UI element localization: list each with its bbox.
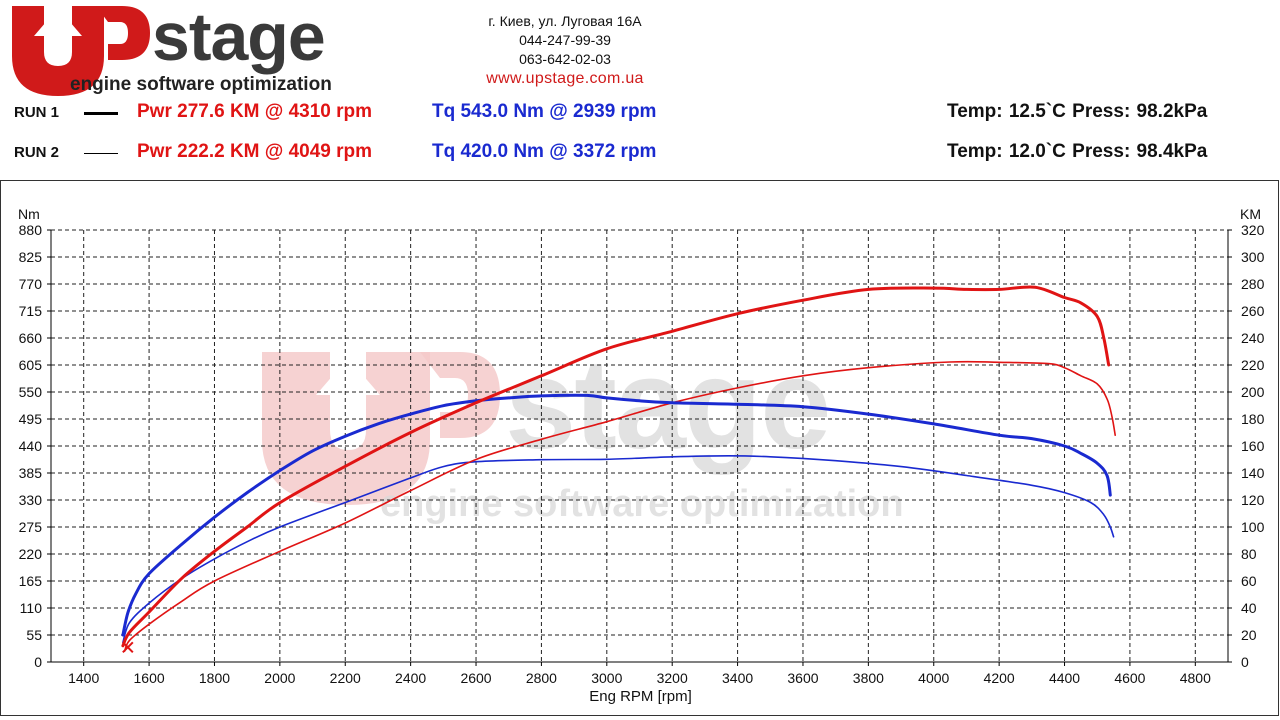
dyno-chart-frame [0,180,1279,716]
phone-2-text: 063-642-02-03 [519,51,611,67]
y-right-tick-label: 80 [1241,546,1257,562]
x-tick-label: 2400 [395,670,426,686]
y-right-tick-label: 220 [1241,357,1265,373]
run-1-label: RUN 1 [14,104,60,121]
watermark-arrow-icon [316,358,380,430]
run-2-power-summary: Pwr 222.2 KM @ 4049 rpm [137,141,373,162]
y-right-tick-label: 260 [1241,303,1265,319]
run-1-torque-curve [121,393,1112,637]
run-2-torque-curve [122,455,1115,644]
address-text: г. Киев, ул. Луговая 16А [488,13,642,29]
y-left-tick-label: 495 [19,411,43,427]
watermark-p-mark [420,352,500,438]
y-left-tick-label: 660 [19,330,43,346]
run-1-conditions: Temp: 12.5`C Press: 98.2kPa [947,101,1208,122]
y-right-tick-label: 0 [1241,654,1249,670]
x-tick-label: 3800 [853,670,884,686]
run-2-label: RUN 2 [14,144,60,161]
y-right-tick-label: 20 [1241,627,1257,643]
y-right-tick-label: 160 [1241,438,1265,454]
y-left-tick-label: 385 [19,465,43,481]
y-right-tick-label: 100 [1241,519,1265,535]
x-tick-label: 4600 [1114,670,1145,686]
logo-arrow-icon [34,8,82,60]
x-tick-label: 1800 [199,670,230,686]
x-tick-label: 3000 [591,670,622,686]
y-left-tick-label: 330 [19,492,43,508]
y-left-tick-label: 0 [34,654,42,670]
phone-1-text: 044-247-99-39 [519,32,611,48]
y-left-tick-label: 220 [19,546,43,562]
y-right-tick-label: 320 [1241,222,1265,238]
y-left-tick-label: 110 [20,600,43,616]
watermark-tagline: engine software optimization [380,483,904,525]
watermark-u-mark [262,352,430,505]
contact-block: г. Киев, ул. Луговая 16А 044-247-99-39 0… [440,12,690,88]
x-tick-label: 4400 [1049,670,1080,686]
y-left-axis-title: Nm [18,206,40,222]
run-2-power-curve [123,360,1116,652]
y-left-tick-label: 440 [19,438,43,454]
chart-axes [47,229,1232,666]
y-left-tick-label: 55 [26,627,42,643]
y-right-tick-label: 240 [1241,330,1265,346]
chart-series [121,285,1116,653]
run-1-row: RUN 1 Pwr 277.6 KM @ 4310 rpm Tq 543.0 N… [0,101,1280,127]
y-left-tick-label: 770 [19,276,43,292]
logo-p-mark [96,6,150,60]
chart-grid [51,229,1228,662]
run-2-torque-summary: Tq 420.0 Nm @ 3372 rpm [432,141,657,162]
x-tick-label: 4200 [984,670,1015,686]
y-left-tick-label: 605 [19,357,43,373]
y-right-tick-label: 200 [1241,384,1265,400]
x-tick-label: 2000 [264,670,295,686]
run-2-line-sample [84,153,118,154]
website-link[interactable]: www.upstage.com.ua [486,70,644,87]
x-tick-label: 3400 [722,670,753,686]
logo-u-mark [12,6,104,96]
x-tick-label: 1400 [68,670,99,686]
start-marker-icon [122,641,134,653]
x-tick-label: 2200 [330,670,361,686]
y-right-tick-label: 180 [1241,411,1265,427]
upstage-logo: stage engine software optimization [12,0,332,96]
y-left-tick-label: 550 [19,384,43,400]
run-2-conditions: Temp: 12.0`C Press: 98.4kPa [947,141,1208,162]
x-tick-label: 4800 [1180,670,1211,686]
x-tick-label: 3200 [657,670,688,686]
y-left-tick-label: 715 [19,303,43,319]
logo-brand-text: stage [152,0,325,75]
y-left-tick-label: 825 [19,249,43,265]
run-2-row: RUN 2 Pwr 222.2 KM @ 4049 rpm Tq 420.0 N… [0,141,1280,167]
x-tick-label: 3600 [787,670,818,686]
y-right-tick-label: 60 [1241,573,1257,589]
x-tick-label: 4000 [918,670,949,686]
y-right-tick-label: 280 [1241,276,1265,292]
y-right-tick-label: 40 [1241,600,1257,616]
y-left-tick-label: 165 [19,573,43,589]
y-left-tick-label: 275 [19,519,43,535]
x-tick-label: 2600 [460,670,491,686]
run-1-torque-summary: Tq 543.0 Nm @ 2939 rpm [432,101,657,122]
y-right-tick-label: 300 [1241,249,1265,265]
x-axis-title: Eng RPM [rpm] [589,688,692,705]
logo-tagline: engine software optimization [70,74,332,95]
x-tick-label: 1600 [134,670,165,686]
y-right-tick-label: 140 [1241,465,1265,481]
chart-axis-labels: 1400 1600 1800 2000 2200 2400 2600 2800 3000 3200… [18,206,1265,705]
y-right-axis-title: KM [1240,206,1261,222]
y-right-tick-label: 120 [1241,492,1265,508]
run-1-power-curve [121,285,1111,648]
run-1-power-summary: Pwr 277.6 KM @ 4310 rpm [137,101,373,122]
run-1-line-sample [84,112,118,115]
y-left-tick-label: 880 [19,222,43,238]
x-tick-label: 2800 [526,670,557,686]
